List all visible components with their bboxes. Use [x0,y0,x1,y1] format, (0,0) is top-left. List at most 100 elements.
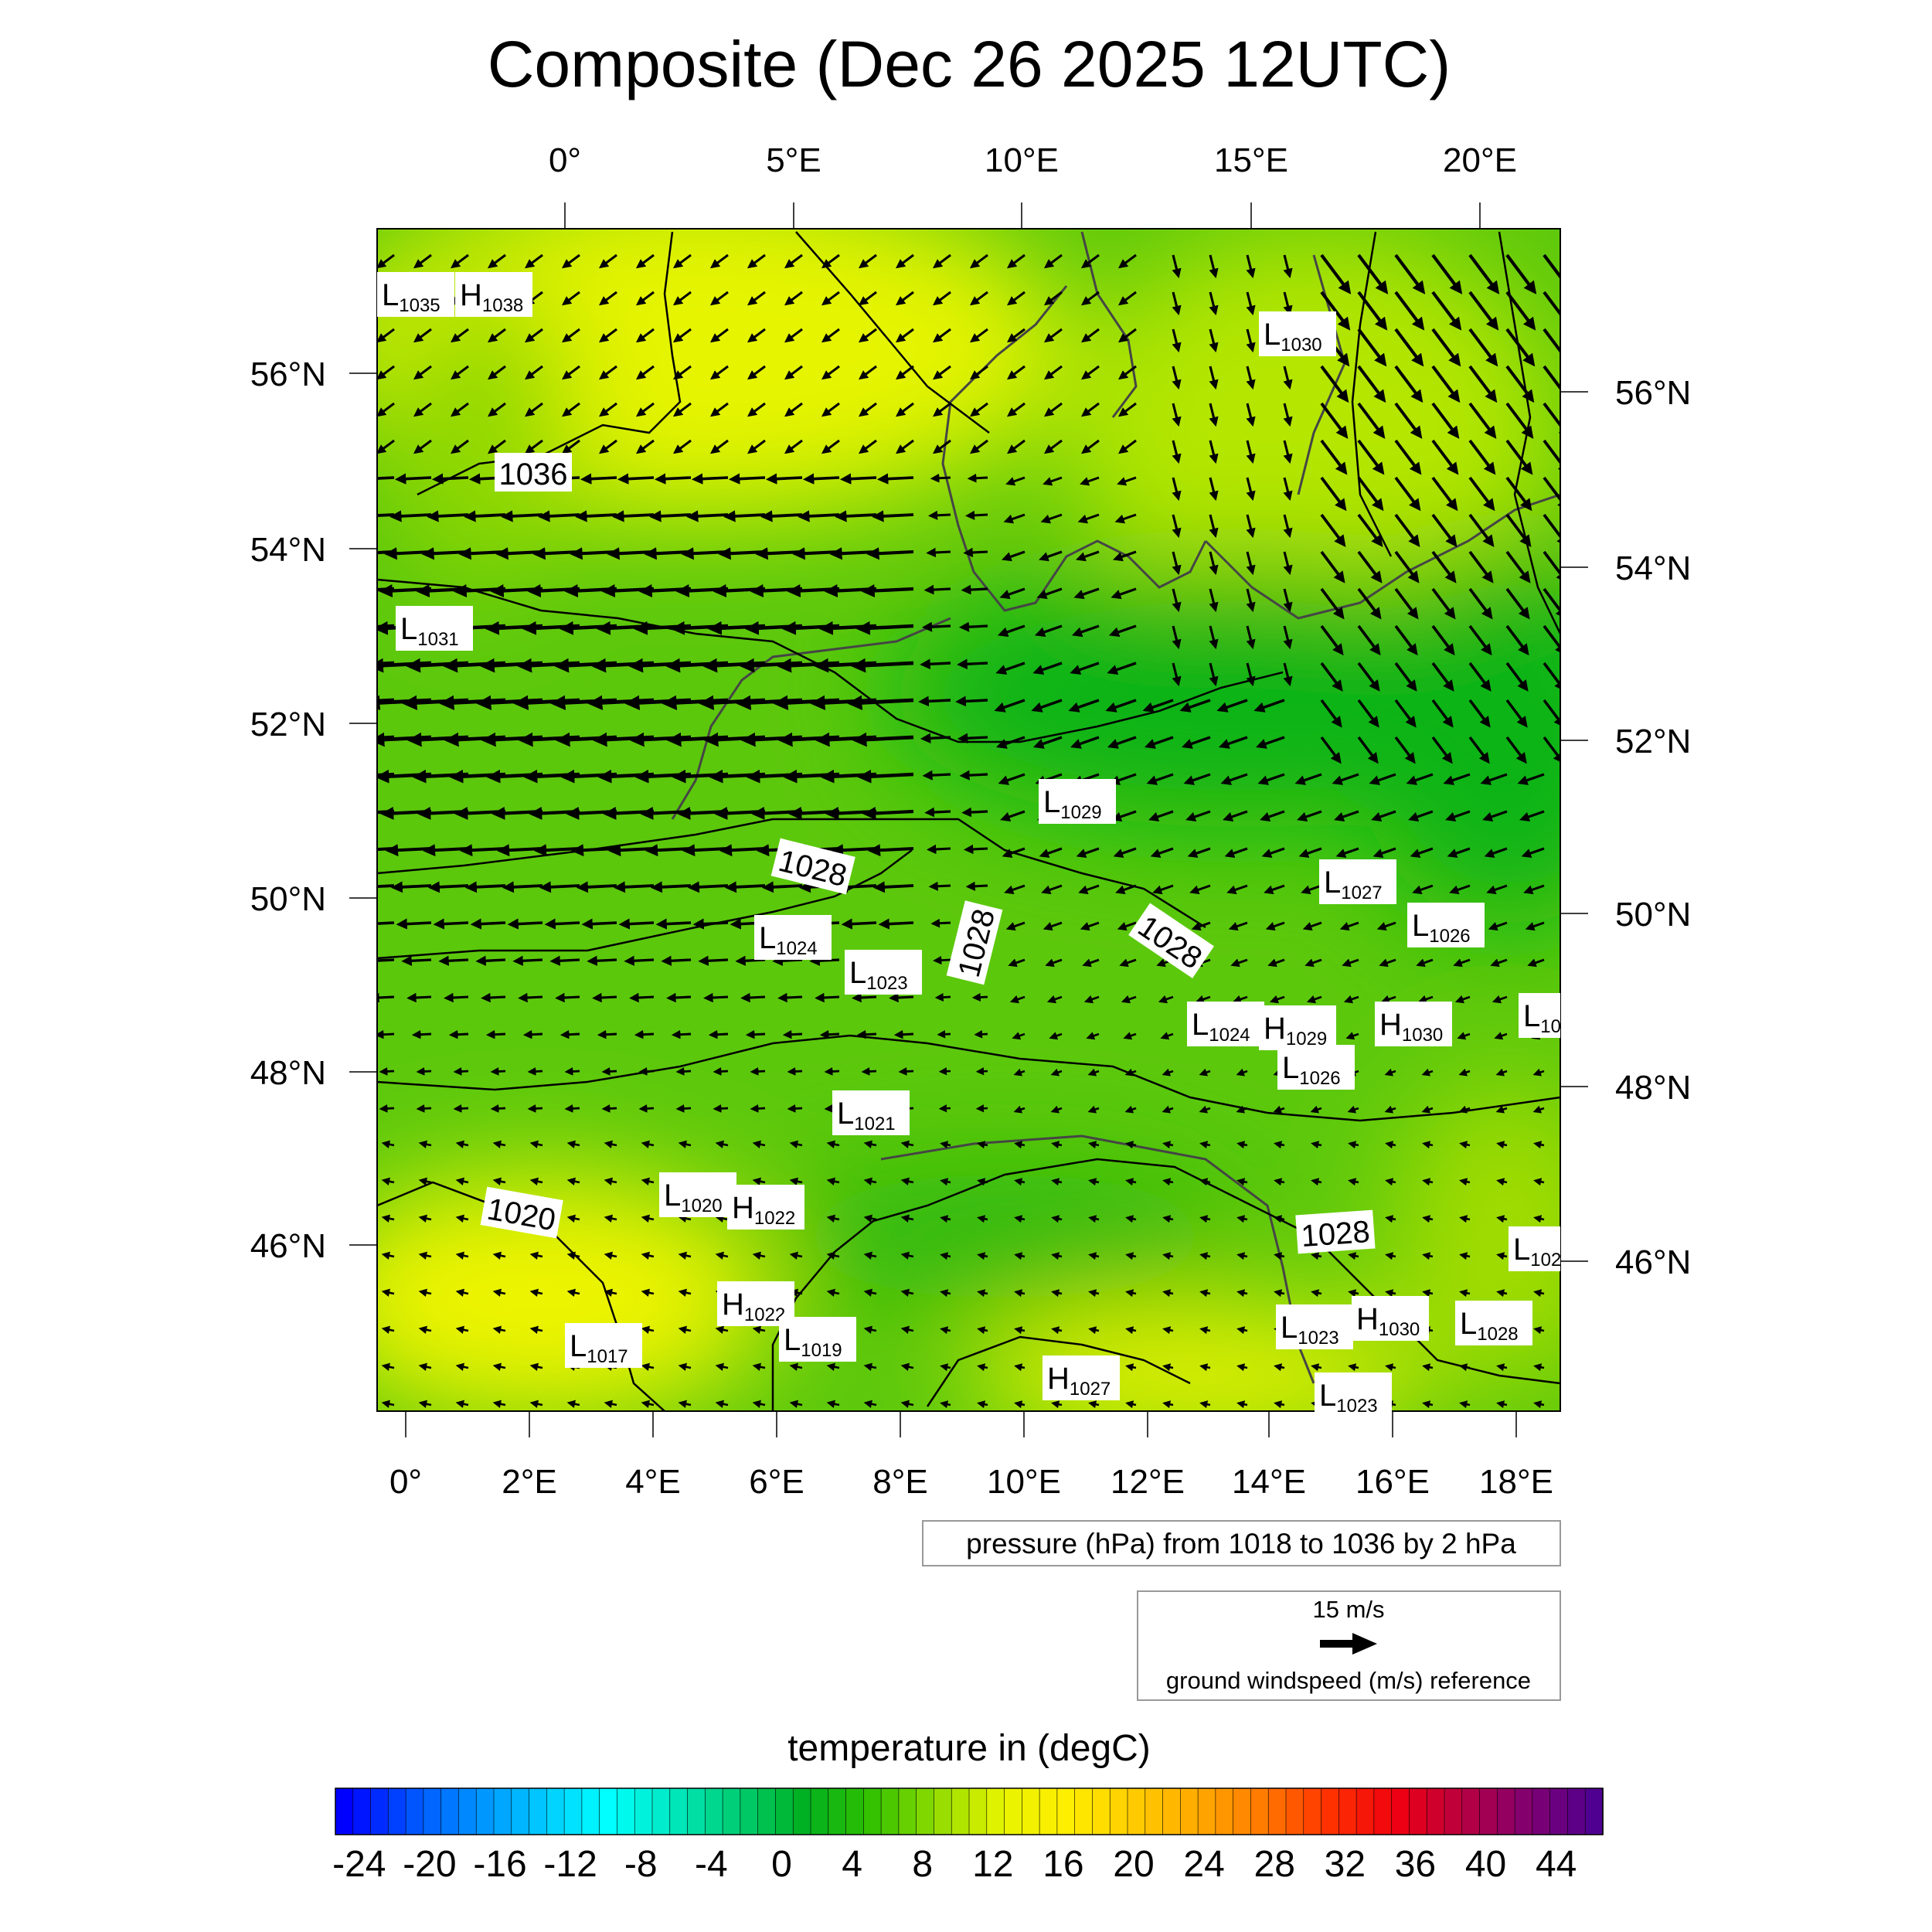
wind-arrow [1005,476,1026,486]
wind-arrow [1162,1400,1174,1409]
wind-arrow [1543,291,1560,331]
wind-arrow [863,1400,877,1408]
wind-arrow [1080,439,1100,454]
wind-arrow [747,402,766,417]
center-value: 1024 [1209,1025,1250,1046]
wind-arrow [628,658,692,673]
wind-arrow [713,1066,729,1076]
wind-arrow [1255,736,1285,749]
colorbar-tick-label: -20 [403,1844,456,1885]
wind-arrow [1039,847,1063,859]
wind-arrow [1369,773,1396,785]
wind-arrow [1199,1141,1211,1149]
wind-arrow [1246,477,1256,502]
wind-arrow [858,253,877,269]
wind-arrow [1002,847,1026,859]
wind-arrow [1199,1178,1211,1186]
wind-arrow [654,473,692,485]
wind-arrow [750,1104,766,1113]
wind-arrow [450,439,469,454]
center-value: 1030 [1379,1319,1420,1340]
wind-arrow [1304,958,1322,968]
wind-arrow [571,844,617,857]
wind-arrow [641,1325,655,1334]
wind-arrow [1051,1178,1063,1186]
colorbar-bin [405,1787,424,1835]
wind-arrow [1496,1215,1508,1223]
wind-arrow [604,1177,617,1185]
wind-arrow [1459,1400,1471,1409]
wind-arrow [635,365,655,380]
wind-arrow [900,1177,914,1185]
map-axes: 0° 5°E 10°E 15°E 20°E 0° 2°E 4°E 6°E 8°E 10°E 12°E 1… [250,141,1692,1501]
wind-arrow [561,291,580,306]
wind-arrow [1385,1363,1396,1372]
wind-arrow [1223,810,1248,821]
wind-arrow [416,1066,432,1076]
wind-arrow [920,733,951,744]
wind-arrow [1532,1068,1545,1077]
wind-arrow [1431,365,1461,403]
wind-arrow [740,992,766,1003]
wind-arrow [1195,995,1211,1004]
center-type: H [1047,1362,1070,1396]
wind-arrow [604,1140,617,1148]
wind-arrow [1199,1105,1211,1114]
center-value: 102 [1530,1250,1561,1270]
pressure-center-low: L102 [1509,1226,1561,1271]
pressure-center-low: L1023 [1315,1372,1392,1417]
wind-arrow [1543,736,1560,764]
wind-arrow [777,992,803,1003]
wind-arrow [1505,587,1530,620]
wind-arrow [566,1140,580,1148]
wind-arrow [597,1029,617,1039]
left-lat-tick-label: 50°N [250,880,326,918]
wind-arrow [1087,1068,1100,1077]
wind-arrow [938,1104,951,1113]
wind-arrow [418,1177,432,1185]
wind-arrow [1527,958,1545,968]
colorbar-bin [475,1787,495,1835]
wind-arrow [900,1140,914,1148]
wind-arrow [1172,403,1182,427]
wind-arrow [1006,439,1026,454]
wind-arrow [1162,1215,1174,1223]
wind-arrow [735,955,766,966]
center-value: 1021 [854,1114,895,1134]
wind-arrow [895,291,914,306]
wind-arrow [1320,291,1351,331]
wind-arrow [1172,440,1182,464]
svg-text:L1020: L1020 [664,1179,723,1216]
wind-arrow [852,992,877,1003]
wind-arrow [1199,1289,1211,1298]
wind-arrow [709,365,729,380]
wind-arrow [634,1029,655,1039]
wind-arrow [687,881,729,893]
wind-arrow [1283,477,1293,502]
wind-arrow [497,844,543,857]
center-value: 1031 [417,629,458,650]
wind-arrow [1199,1215,1211,1223]
wind-arrow [977,1215,988,1223]
wind-arrow [1394,513,1420,547]
wind-arrow [529,1362,543,1371]
chart-title: Composite (Dec 26 2025 12UTC) [488,28,1451,100]
wind-arrow [1006,328,1026,343]
wind-arrow [598,291,617,306]
colorbar-bin [687,1787,706,1835]
colorbar-bin [1567,1787,1587,1835]
wind-arrow [406,992,432,1003]
wind-arrow [678,1400,692,1408]
bottom-lon-tick-label: 6°E [749,1463,804,1501]
wind-arrow [1431,624,1455,656]
wind-arrow [418,1288,432,1297]
wind-arrow [381,1362,395,1371]
wind-arrow [1532,1105,1545,1114]
wind-arrow [1431,439,1459,475]
wind-arrow [1468,587,1493,620]
wind-reference-label: ground windspeed (m/s) reference [1166,1667,1531,1694]
wind-arrow [1209,366,1219,390]
wind-arrow [826,1288,840,1297]
wind-arrow [1533,1400,1545,1409]
wind-arrow [1246,514,1256,539]
